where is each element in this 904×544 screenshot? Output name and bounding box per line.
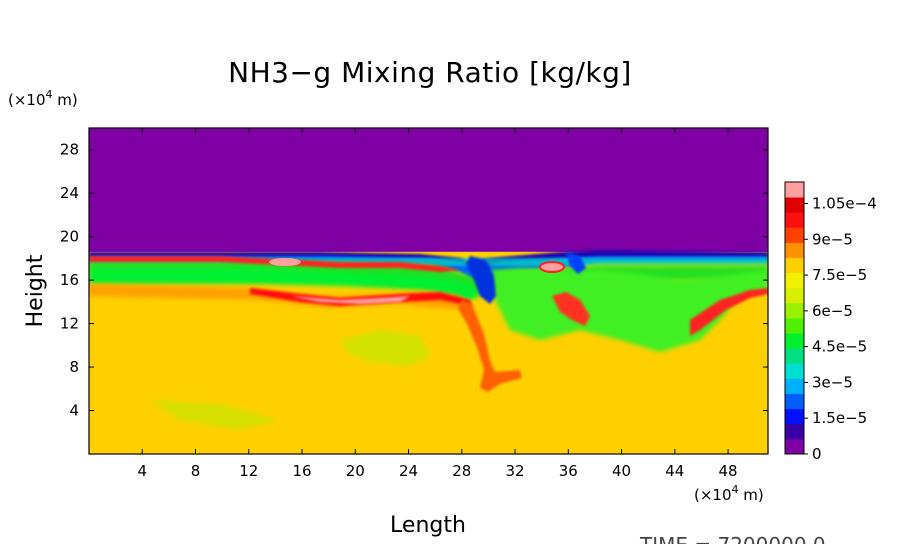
colorbar-segment — [785, 302, 804, 319]
plume-green — [490, 268, 768, 352]
x-tick-label: 32 — [505, 462, 524, 480]
x-tick-label: 8 — [191, 462, 201, 480]
y-tick-label: 4 — [69, 402, 79, 420]
x-tick-label: 40 — [612, 462, 631, 480]
time-label: TIME = 7200000.0 — [639, 533, 826, 544]
x-tick-label: 20 — [346, 462, 365, 480]
y-tick-label: 20 — [60, 228, 79, 246]
hotspot-left — [269, 258, 301, 266]
x-axis-label: Length — [390, 513, 466, 538]
colorbar-tick-label: 1.5e−5 — [812, 409, 867, 427]
colorbar-segment — [785, 393, 804, 410]
blue-dip — [466, 256, 496, 304]
x-axis-unit: (×104 m) — [694, 483, 764, 504]
colorbar-tick-label: 6e−5 — [812, 302, 853, 320]
colorbar-tick-label: 3e−5 — [812, 373, 853, 391]
colorbar-segment — [785, 182, 804, 198]
hotspot-center — [539, 261, 565, 273]
x-tick-label: 44 — [665, 462, 684, 480]
y-tick-label: 8 — [69, 358, 79, 376]
colorbar-segment — [785, 408, 804, 425]
x-tick-label: 16 — [292, 462, 311, 480]
plume-red-mid — [552, 292, 590, 326]
colorbar-segment — [785, 318, 804, 334]
y-tick-label: 24 — [60, 184, 79, 202]
y-tick-label: 12 — [60, 315, 79, 333]
colorbar-tick-label: 9e−5 — [812, 230, 853, 248]
plot-area — [89, 128, 768, 454]
x-tick-label: 4 — [137, 462, 147, 480]
plume-descending — [458, 300, 522, 392]
plume-red-right — [690, 288, 768, 336]
colorbar-segment — [785, 257, 804, 274]
colorbar-segment — [785, 287, 804, 304]
band-red-lower — [250, 288, 472, 306]
colorbar-ticks: 0 1.5e−5 3e−5 4.5e−5 6e−5 7.5e−5 9e−5 1.05e−4 — [804, 194, 877, 463]
y-ticks: 4 8 12 16 20 24 28 — [60, 141, 768, 420]
x-tick-label: 28 — [452, 462, 471, 480]
colorbar-segment — [785, 423, 804, 440]
colorbar-tick-label: 4.5e−5 — [812, 338, 867, 356]
chart-title: NH3−g Mixing Ratio [kg/kg] — [228, 56, 632, 89]
band-green-middle — [89, 268, 480, 300]
colorbar-segment — [785, 212, 804, 228]
colorbar-segment — [785, 272, 804, 289]
green-streak-low — [150, 400, 280, 430]
y-axis-label: Height — [23, 254, 48, 327]
x-ticks: 4 8 12 16 20 24 28 32 36 40 44 48 — [137, 128, 738, 480]
colorbar-segment — [785, 333, 804, 349]
plot-frame — [88, 127, 769, 455]
band-pink-lower — [290, 296, 410, 304]
colorbar-segment — [785, 242, 804, 258]
x-tick-label: 36 — [559, 462, 578, 480]
colorbar-segment — [785, 197, 804, 213]
colorbar-segment — [785, 438, 804, 455]
light-green-patches — [340, 330, 430, 366]
x-tick-label: 24 — [399, 462, 418, 480]
x-tick-label: 48 — [719, 462, 738, 480]
upper-region — [89, 128, 768, 252]
colorbar-tick-label: 1.05e−4 — [812, 194, 877, 212]
y-axis-unit: (×104 m) — [8, 88, 78, 109]
y-tick-label: 16 — [60, 271, 79, 289]
colorbar — [784, 181, 805, 455]
colorbar-segment — [785, 378, 804, 394]
transition-layer — [89, 250, 768, 430]
colorbar-tick-label: 0 — [812, 445, 822, 463]
colorbar-segment — [785, 348, 804, 364]
blue-dip-right — [566, 252, 586, 274]
colorbar-tick-label: 7.5e−5 — [812, 266, 867, 284]
colorbar-segment — [785, 363, 804, 379]
colorbar-segment — [785, 227, 804, 243]
x-tick-label: 12 — [239, 462, 258, 480]
colorbar-frame — [784, 181, 805, 455]
y-tick-label: 28 — [60, 141, 79, 159]
